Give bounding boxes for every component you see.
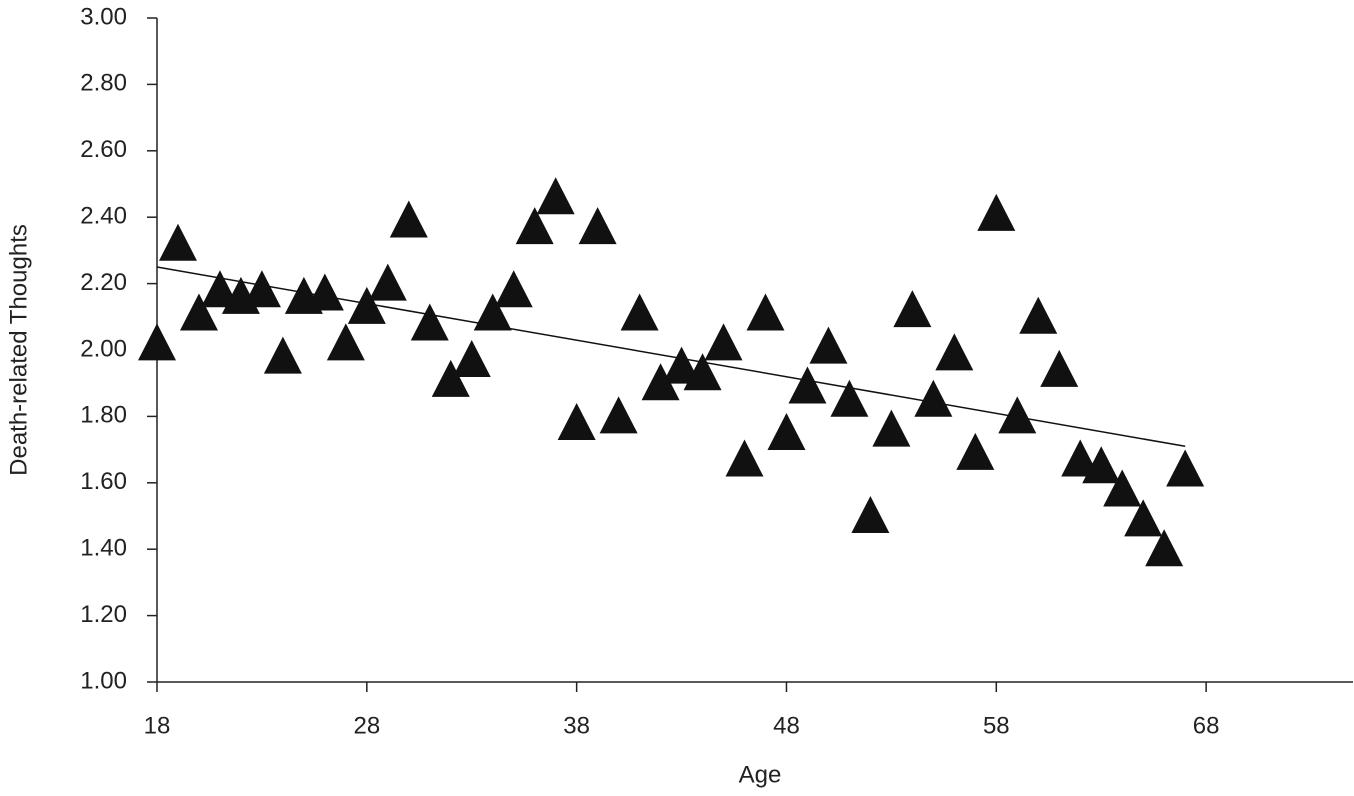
point bbox=[158, 223, 197, 261]
point bbox=[830, 379, 869, 417]
point bbox=[410, 303, 449, 341]
point bbox=[809, 326, 848, 364]
point bbox=[578, 207, 617, 245]
point bbox=[872, 409, 911, 447]
point bbox=[431, 359, 470, 397]
point bbox=[515, 207, 554, 245]
point bbox=[263, 336, 302, 374]
point bbox=[956, 432, 995, 470]
x-tick-label: 58 bbox=[983, 712, 1010, 739]
point bbox=[494, 270, 533, 308]
y-tick-label: 1.20 bbox=[80, 601, 127, 628]
point bbox=[725, 439, 764, 477]
point bbox=[851, 496, 890, 533]
point bbox=[473, 293, 512, 331]
x-tick-label: 68 bbox=[1193, 712, 1220, 739]
y-tick-label: 3.00 bbox=[80, 3, 127, 30]
point bbox=[1082, 446, 1121, 484]
point bbox=[977, 193, 1016, 231]
point bbox=[1166, 449, 1205, 487]
y-tick-label: 2.40 bbox=[80, 203, 127, 230]
point bbox=[767, 413, 806, 450]
point bbox=[138, 323, 176, 361]
point bbox=[179, 293, 218, 331]
point bbox=[746, 293, 785, 331]
point bbox=[599, 396, 638, 434]
point bbox=[1061, 439, 1100, 477]
y-axis-label: Death-related Thoughts bbox=[5, 224, 32, 476]
point bbox=[641, 363, 680, 401]
y-tick-label: 2.80 bbox=[80, 70, 127, 97]
x-tick-label: 18 bbox=[144, 712, 171, 739]
point bbox=[536, 177, 575, 215]
point bbox=[200, 270, 239, 308]
point bbox=[1103, 469, 1142, 507]
x-tick-label: 28 bbox=[353, 712, 380, 739]
point bbox=[452, 339, 491, 377]
point bbox=[1019, 296, 1058, 334]
y-tick-label: 1.80 bbox=[80, 402, 127, 429]
y-tick-label: 2.00 bbox=[80, 335, 127, 362]
point bbox=[368, 263, 407, 301]
y-tick-label: 2.60 bbox=[80, 136, 127, 163]
x-tick-label: 48 bbox=[773, 712, 800, 739]
point bbox=[662, 346, 701, 384]
y-tick-label: 1.40 bbox=[80, 535, 127, 562]
x-tick-label: 38 bbox=[563, 712, 590, 739]
y-tick-label: 1.00 bbox=[80, 667, 127, 694]
point bbox=[305, 273, 344, 311]
point bbox=[914, 379, 953, 417]
point bbox=[704, 323, 743, 361]
x-axis-label: Age bbox=[739, 761, 782, 788]
point bbox=[1040, 349, 1079, 387]
point bbox=[998, 396, 1037, 434]
point bbox=[242, 270, 281, 308]
point bbox=[389, 200, 428, 238]
point bbox=[1145, 529, 1184, 567]
point bbox=[326, 323, 365, 361]
point bbox=[683, 353, 722, 391]
point bbox=[347, 286, 386, 324]
y-tick-label: 2.20 bbox=[80, 269, 127, 296]
point bbox=[935, 333, 974, 371]
point bbox=[893, 290, 932, 328]
point bbox=[1124, 499, 1163, 537]
point bbox=[788, 366, 827, 404]
point bbox=[620, 293, 659, 331]
y-tick-label: 1.60 bbox=[80, 468, 127, 495]
point bbox=[557, 403, 596, 441]
